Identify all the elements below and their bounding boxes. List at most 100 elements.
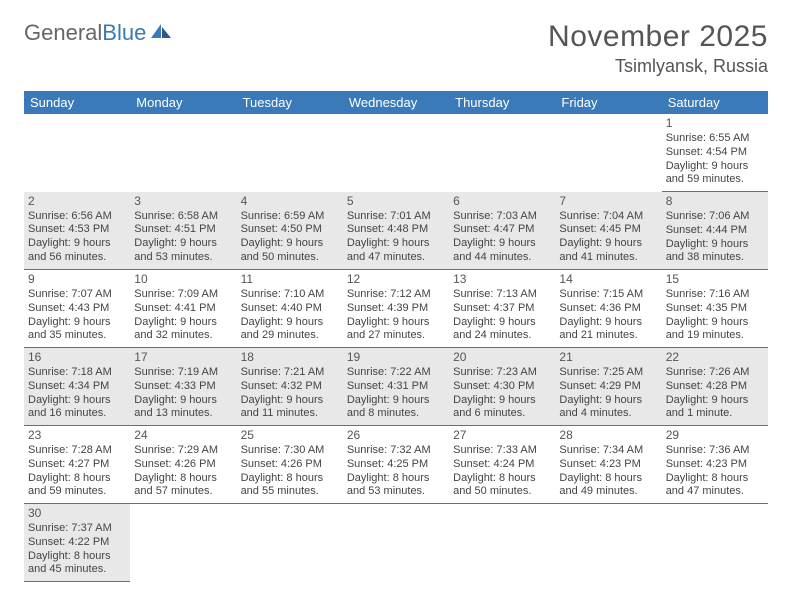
- sunset-text: Sunset: 4:29 PM: [559, 380, 657, 394]
- day-number: 14: [559, 272, 657, 287]
- logo-text-2: Blue: [102, 20, 146, 46]
- daylight-text: Daylight: 8 hours and 45 minutes.: [28, 550, 126, 578]
- sunset-text: Sunset: 4:40 PM: [241, 302, 339, 316]
- sunrise-text: Sunrise: 7:19 AM: [134, 366, 232, 380]
- sunrise-text: Sunrise: 7:09 AM: [134, 288, 232, 302]
- daylight-text: Daylight: 9 hours and 13 minutes.: [134, 394, 232, 422]
- daylight-text: Daylight: 9 hours and 8 minutes.: [347, 394, 445, 422]
- calendar-row: 2Sunrise: 6:56 AMSunset: 4:53 PMDaylight…: [24, 192, 768, 270]
- calendar-cell: 6Sunrise: 7:03 AMSunset: 4:47 PMDaylight…: [449, 192, 555, 270]
- sunrise-text: Sunrise: 7:07 AM: [28, 288, 126, 302]
- calendar-cell: 22Sunrise: 7:26 AMSunset: 4:28 PMDayligh…: [662, 348, 768, 426]
- day-number: 4: [241, 194, 339, 209]
- month-title: November 2025: [548, 20, 768, 54]
- daylight-text: Daylight: 9 hours and 47 minutes.: [347, 237, 445, 265]
- sunrise-text: Sunrise: 7:13 AM: [453, 288, 551, 302]
- sunrise-text: Sunrise: 7:06 AM: [666, 210, 764, 224]
- daylight-text: Daylight: 9 hours and 1 minute.: [666, 394, 764, 422]
- sunrise-text: Sunrise: 7:30 AM: [241, 444, 339, 458]
- sunrise-text: Sunrise: 6:59 AM: [241, 210, 339, 224]
- sunset-text: Sunset: 4:43 PM: [28, 302, 126, 316]
- day-number: 27: [453, 428, 551, 443]
- sunrise-text: Sunrise: 7:22 AM: [347, 366, 445, 380]
- daylight-text: Daylight: 9 hours and 4 minutes.: [559, 394, 657, 422]
- sunrise-text: Sunrise: 7:29 AM: [134, 444, 232, 458]
- logo-text-1: General: [24, 20, 102, 46]
- daylight-text: Daylight: 9 hours and 41 minutes.: [559, 237, 657, 265]
- sunrise-text: Sunrise: 7:01 AM: [347, 210, 445, 224]
- sunrise-text: Sunrise: 7:33 AM: [453, 444, 551, 458]
- sunset-text: Sunset: 4:28 PM: [666, 380, 764, 394]
- daylight-text: Daylight: 9 hours and 6 minutes.: [453, 394, 551, 422]
- day-number: 23: [28, 428, 126, 443]
- sunrise-text: Sunrise: 7:28 AM: [28, 444, 126, 458]
- calendar-cell: [449, 114, 555, 192]
- sunset-text: Sunset: 4:26 PM: [241, 458, 339, 472]
- day-number: 21: [559, 350, 657, 365]
- sunset-text: Sunset: 4:32 PM: [241, 380, 339, 394]
- sunrise-text: Sunrise: 7:12 AM: [347, 288, 445, 302]
- calendar-cell: [449, 504, 555, 582]
- calendar-row: 16Sunrise: 7:18 AMSunset: 4:34 PMDayligh…: [24, 348, 768, 426]
- calendar-cell: 23Sunrise: 7:28 AMSunset: 4:27 PMDayligh…: [24, 426, 130, 504]
- day-number: 3: [134, 194, 232, 209]
- calendar-cell: [662, 504, 768, 582]
- sunset-text: Sunset: 4:47 PM: [453, 223, 551, 237]
- calendar-cell: 26Sunrise: 7:32 AMSunset: 4:25 PMDayligh…: [343, 426, 449, 504]
- sunset-text: Sunset: 4:45 PM: [559, 223, 657, 237]
- sunset-text: Sunset: 4:41 PM: [134, 302, 232, 316]
- calendar-cell: [24, 114, 130, 192]
- weekday-header: Sunday: [24, 91, 130, 114]
- sunrise-text: Sunrise: 6:55 AM: [666, 132, 764, 146]
- sunset-text: Sunset: 4:24 PM: [453, 458, 551, 472]
- daylight-text: Daylight: 8 hours and 59 minutes.: [28, 472, 126, 500]
- calendar-cell: [237, 114, 343, 192]
- sunset-text: Sunset: 4:44 PM: [666, 224, 764, 238]
- daylight-text: Daylight: 9 hours and 50 minutes.: [241, 237, 339, 265]
- daylight-text: Daylight: 8 hours and 57 minutes.: [134, 472, 232, 500]
- sunset-text: Sunset: 4:53 PM: [28, 223, 126, 237]
- day-number: 17: [134, 350, 232, 365]
- calendar-cell: 16Sunrise: 7:18 AMSunset: 4:34 PMDayligh…: [24, 348, 130, 426]
- daylight-text: Daylight: 9 hours and 11 minutes.: [241, 394, 339, 422]
- day-number: 22: [666, 350, 764, 365]
- calendar-cell: [555, 504, 661, 582]
- calendar-cell: 7Sunrise: 7:04 AMSunset: 4:45 PMDaylight…: [555, 192, 661, 270]
- sunrise-text: Sunrise: 7:04 AM: [559, 210, 657, 224]
- calendar-cell: 27Sunrise: 7:33 AMSunset: 4:24 PMDayligh…: [449, 426, 555, 504]
- day-number: 11: [241, 272, 339, 287]
- sunrise-text: Sunrise: 7:16 AM: [666, 288, 764, 302]
- calendar-cell: 17Sunrise: 7:19 AMSunset: 4:33 PMDayligh…: [130, 348, 236, 426]
- calendar-cell: 14Sunrise: 7:15 AMSunset: 4:36 PMDayligh…: [555, 270, 661, 348]
- sunset-text: Sunset: 4:39 PM: [347, 302, 445, 316]
- daylight-text: Daylight: 9 hours and 24 minutes.: [453, 316, 551, 344]
- daylight-text: Daylight: 9 hours and 27 minutes.: [347, 316, 445, 344]
- sunset-text: Sunset: 4:25 PM: [347, 458, 445, 472]
- location: Tsimlyansk, Russia: [548, 56, 768, 77]
- day-number: 19: [347, 350, 445, 365]
- sunset-text: Sunset: 4:50 PM: [241, 223, 339, 237]
- day-number: 25: [241, 428, 339, 443]
- calendar-cell: 11Sunrise: 7:10 AMSunset: 4:40 PMDayligh…: [237, 270, 343, 348]
- weekday-header: Saturday: [662, 91, 768, 114]
- daylight-text: Daylight: 9 hours and 44 minutes.: [453, 237, 551, 265]
- calendar-cell: 15Sunrise: 7:16 AMSunset: 4:35 PMDayligh…: [662, 270, 768, 348]
- sunset-text: Sunset: 4:33 PM: [134, 380, 232, 394]
- calendar-cell: 9Sunrise: 7:07 AMSunset: 4:43 PMDaylight…: [24, 270, 130, 348]
- weekday-header: Monday: [130, 91, 236, 114]
- calendar-cell: 1Sunrise: 6:55 AMSunset: 4:54 PMDaylight…: [662, 114, 768, 192]
- sunset-text: Sunset: 4:23 PM: [666, 458, 764, 472]
- sunset-text: Sunset: 4:36 PM: [559, 302, 657, 316]
- weekday-header-row: Sunday Monday Tuesday Wednesday Thursday…: [24, 91, 768, 114]
- calendar-row: 30Sunrise: 7:37 AMSunset: 4:22 PMDayligh…: [24, 504, 768, 582]
- sunrise-text: Sunrise: 6:58 AM: [134, 210, 232, 224]
- calendar-cell: 29Sunrise: 7:36 AMSunset: 4:23 PMDayligh…: [662, 426, 768, 504]
- sunset-text: Sunset: 4:31 PM: [347, 380, 445, 394]
- day-number: 20: [453, 350, 551, 365]
- sunrise-text: Sunrise: 7:21 AM: [241, 366, 339, 380]
- daylight-text: Daylight: 8 hours and 55 minutes.: [241, 472, 339, 500]
- calendar-cell: 12Sunrise: 7:12 AMSunset: 4:39 PMDayligh…: [343, 270, 449, 348]
- sunset-text: Sunset: 4:22 PM: [28, 536, 126, 550]
- day-number: 10: [134, 272, 232, 287]
- daylight-text: Daylight: 9 hours and 16 minutes.: [28, 394, 126, 422]
